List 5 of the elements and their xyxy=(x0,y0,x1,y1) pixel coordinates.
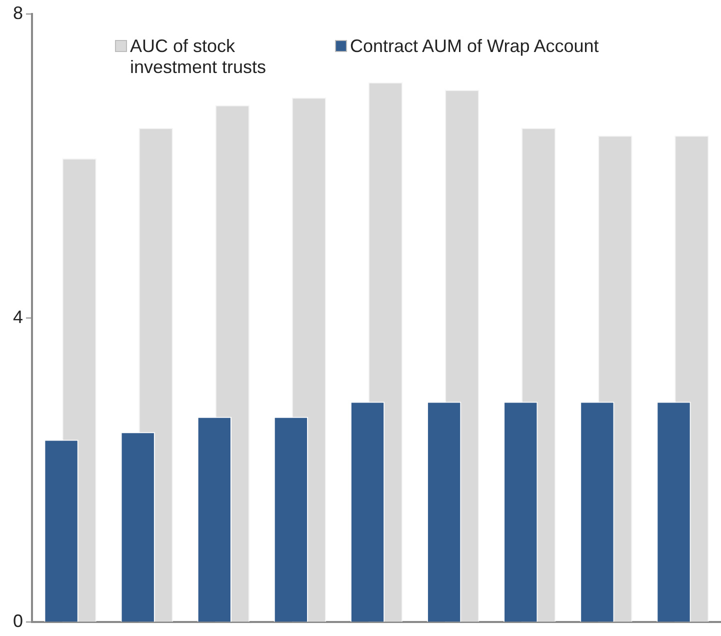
y-tick-label: 4 xyxy=(12,307,24,328)
legend-label: Contract AUM of Wrap Account xyxy=(350,36,599,57)
y-tick-label: 8 xyxy=(12,2,24,23)
y-tick-label: 0 xyxy=(12,611,24,632)
legend-label: AUC of stock investment trusts xyxy=(130,36,268,78)
